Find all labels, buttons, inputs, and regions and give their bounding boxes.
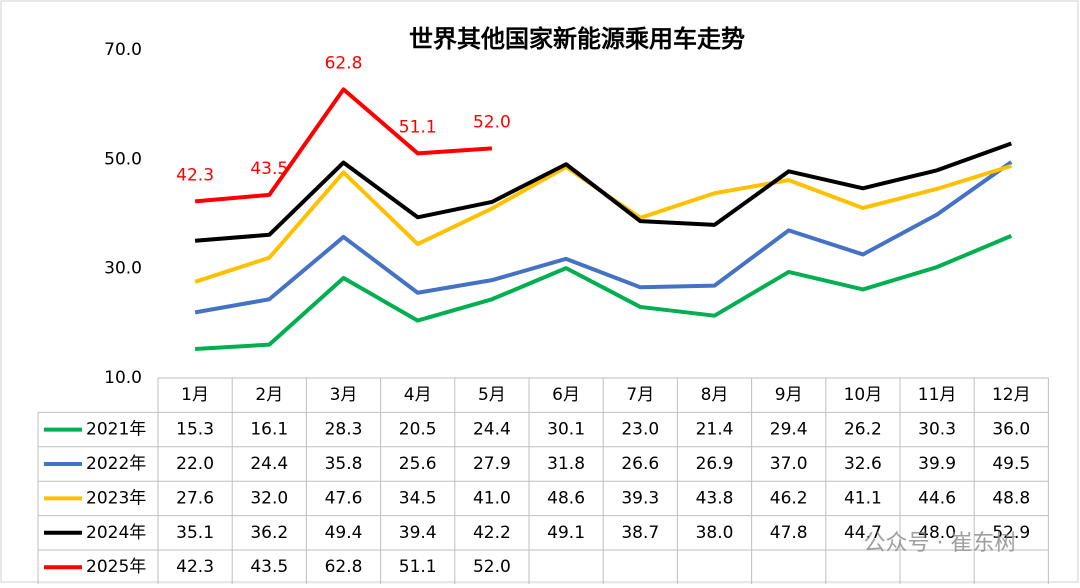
table-cell: 22.0 xyxy=(176,454,214,474)
table-cell: 36.0 xyxy=(992,420,1030,440)
x-tick-label: 12月 xyxy=(992,385,1031,405)
table-cell: 39.3 xyxy=(621,488,659,508)
table-cell: 26.2 xyxy=(844,420,882,440)
table-cell: 37.0 xyxy=(770,454,808,474)
x-tick-label: 9月 xyxy=(775,385,803,405)
table-cell: 32.0 xyxy=(250,488,288,508)
table-cell: 52.9 xyxy=(992,523,1030,543)
table-cell: 51.1 xyxy=(399,557,437,577)
x-tick-label: 7月 xyxy=(626,385,654,405)
legend-label: 2023年 xyxy=(86,488,146,508)
x-tick-label: 4月 xyxy=(404,385,432,405)
table-cell: 29.4 xyxy=(770,420,808,440)
x-tick-label: 2月 xyxy=(255,385,283,405)
table-cell: 44.7 xyxy=(844,523,882,543)
table-cell: 46.2 xyxy=(770,488,808,508)
table-cell: 41.0 xyxy=(473,488,511,508)
table-cell: 48.0 xyxy=(918,523,956,543)
table-cell: 25.6 xyxy=(399,454,437,474)
data-label: 52.0 xyxy=(473,112,511,132)
table-cell: 21.4 xyxy=(696,420,734,440)
table-cell: 43.8 xyxy=(696,488,734,508)
table-cell: 39.9 xyxy=(918,454,956,474)
table-cell: 43.5 xyxy=(250,557,288,577)
y-tick-label: 30.0 xyxy=(104,259,142,279)
table-cell: 48.8 xyxy=(992,488,1030,508)
series-line xyxy=(194,160,1013,315)
table-cell: 36.2 xyxy=(250,523,288,543)
legend-label: 2024年 xyxy=(86,523,146,543)
table-cell: 38.7 xyxy=(621,523,659,543)
table-cell: 52.0 xyxy=(473,557,511,577)
table-cell: 30.1 xyxy=(547,420,585,440)
table-cell: 23.0 xyxy=(621,420,659,440)
table-cell: 15.3 xyxy=(176,420,214,440)
table-cell: 27.9 xyxy=(473,454,511,474)
table-cell: 28.3 xyxy=(325,420,363,440)
table-cell: 20.5 xyxy=(399,420,437,440)
series-line xyxy=(194,234,1013,352)
table-cell: 35.1 xyxy=(176,523,214,543)
series-line xyxy=(194,87,493,204)
x-tick-label: 3月 xyxy=(330,385,358,405)
table-cell: 38.0 xyxy=(696,523,734,543)
table-cell: 49.4 xyxy=(325,523,363,543)
table-cell: 44.6 xyxy=(918,488,956,508)
table-cell: 47.6 xyxy=(325,488,363,508)
table-cell: 34.5 xyxy=(399,488,437,508)
legend-label: 2021年 xyxy=(86,420,146,440)
y-tick-label: 70.0 xyxy=(104,40,142,60)
table-cell: 26.9 xyxy=(696,454,734,474)
y-tick-label: 10.0 xyxy=(104,368,142,388)
y-tick-label: 50.0 xyxy=(104,149,142,169)
table-cell: 30.3 xyxy=(918,420,956,440)
table-cell: 39.4 xyxy=(399,523,437,543)
chart-title: 世界其他国家新能源乘用车走势 xyxy=(409,25,745,53)
data-label: 42.3 xyxy=(176,165,214,185)
table-cell: 49.1 xyxy=(547,523,585,543)
table-cell: 47.8 xyxy=(770,523,808,543)
x-tick-label: 5月 xyxy=(478,385,506,405)
data-label: 51.1 xyxy=(399,117,437,137)
table-cell: 26.6 xyxy=(621,454,659,474)
table-cell: 24.4 xyxy=(473,420,511,440)
table-cell: 42.3 xyxy=(176,557,214,577)
x-tick-label: 10月 xyxy=(844,385,883,405)
data-label: 62.8 xyxy=(325,53,363,73)
watermark: 公众号 · 崔东树 xyxy=(864,531,1017,556)
x-tick-label: 6月 xyxy=(552,385,580,405)
legend-label: 2025年 xyxy=(86,557,146,577)
table-cell: 27.6 xyxy=(176,488,214,508)
data-label: 43.5 xyxy=(250,159,288,179)
table-cell: 32.6 xyxy=(844,454,882,474)
table-cell: 49.5 xyxy=(992,454,1030,474)
legend-label: 2022年 xyxy=(86,454,146,474)
table-cell: 41.1 xyxy=(844,488,882,508)
table-cell: 16.1 xyxy=(250,420,288,440)
table-cell: 24.4 xyxy=(250,454,288,474)
table-cell: 62.8 xyxy=(325,557,363,577)
table-cell: 48.6 xyxy=(547,488,585,508)
table-cell: 35.8 xyxy=(325,454,363,474)
series-line xyxy=(194,141,1012,243)
table-cell: 42.2 xyxy=(473,523,511,543)
x-tick-label: 8月 xyxy=(701,385,729,405)
x-tick-label: 1月 xyxy=(181,385,209,405)
table-cell: 31.8 xyxy=(547,454,585,474)
x-tick-label: 11月 xyxy=(918,385,957,405)
